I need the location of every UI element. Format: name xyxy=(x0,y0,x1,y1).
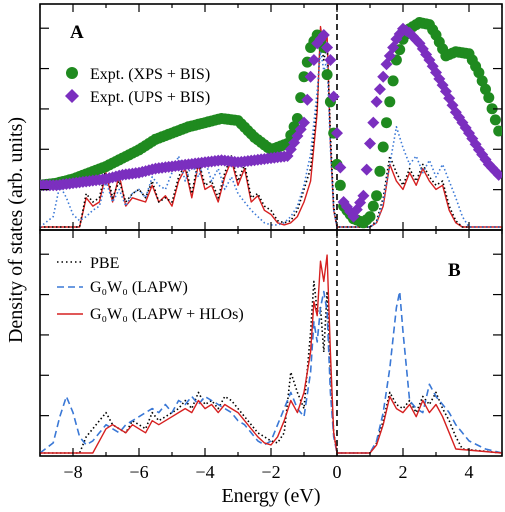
data-point-0-1 xyxy=(334,161,347,174)
x-tick-label: −8 xyxy=(63,462,82,482)
data-point-0-0 xyxy=(321,69,333,81)
data-point-0-0 xyxy=(480,83,491,95)
data-point-0-1 xyxy=(331,127,343,140)
data-point-0-1 xyxy=(324,54,337,67)
data-point-0-0 xyxy=(298,71,310,83)
data-point-0-0 xyxy=(364,211,376,223)
x-tick-label: −4 xyxy=(195,462,214,482)
series-line-0-4 xyxy=(40,48,502,228)
data-point-0-0 xyxy=(371,190,383,202)
data-point-0-1 xyxy=(301,93,314,106)
panel-b-label: B xyxy=(448,260,461,281)
data-point-0-1 xyxy=(321,41,334,54)
data-point-0-1 xyxy=(364,137,376,150)
data-point-0-1 xyxy=(317,28,330,41)
x-tick-label: −6 xyxy=(129,462,148,482)
data-point-0-0 xyxy=(334,179,346,191)
data-point-0-1 xyxy=(360,163,373,176)
x-axis-label: Energy (eV) xyxy=(221,485,320,507)
data-point-0-0 xyxy=(374,165,386,177)
x-tick-label: −2 xyxy=(261,462,280,482)
series-line-1-1 xyxy=(40,290,502,454)
x-tick-label: 2 xyxy=(399,462,408,482)
x-axis-ticks: −8 −6 −4 −2 0 2 4 xyxy=(63,462,473,482)
legend-label-g0w0-lapw: G₀W₀ (LAPW) xyxy=(90,279,188,296)
data-point-0-0 xyxy=(486,103,498,115)
data-point-0-0 xyxy=(381,117,392,129)
data-point-0-0 xyxy=(476,75,488,87)
data-point-0-0 xyxy=(377,141,389,153)
data-point-0-0 xyxy=(384,96,396,108)
legend-label-pbe: PBE xyxy=(90,255,119,272)
panel-a: A Expt. (XPS + BIS) Expt. (UPS + BIS) xyxy=(39,3,503,231)
panel-a-legend: Expt. (XPS + BIS) Expt. (UPS + BIS) xyxy=(65,66,210,106)
series-line-1-2 xyxy=(40,254,502,454)
data-point-0-0 xyxy=(489,114,501,126)
legend-marker-xps xyxy=(66,67,78,79)
data-point-0-1 xyxy=(373,83,386,96)
x-tick-label: 4 xyxy=(465,462,474,482)
y-axis-label: Density of states (arb. units) xyxy=(5,117,27,343)
data-point-0-0 xyxy=(387,75,399,87)
data-point-0-0 xyxy=(493,125,502,137)
x-tick-label: 0 xyxy=(333,462,342,482)
data-point-0-1 xyxy=(307,54,320,67)
data-point-0-1 xyxy=(492,168,502,181)
data-point-0-1 xyxy=(367,116,380,129)
series-line-0-3 xyxy=(40,38,502,228)
data-point-0-1 xyxy=(357,189,370,202)
data-point-0-1 xyxy=(298,116,310,129)
panel-a-label: A xyxy=(70,22,84,43)
legend-marker-ups xyxy=(65,89,79,103)
data-point-0-1 xyxy=(304,70,317,83)
data-point-0-1 xyxy=(377,70,390,83)
legend-label-g0w0-hlos: G₀W₀ (LAPW + HLOs) xyxy=(90,306,244,323)
data-point-0-1 xyxy=(370,95,383,108)
series-line-0-2 xyxy=(40,25,502,228)
data-point-0-0 xyxy=(473,67,485,79)
data-point-0-0 xyxy=(483,92,495,104)
data-point-0-0 xyxy=(367,200,379,212)
legend-label-xps: Expt. (XPS + BIS) xyxy=(90,66,210,83)
data-point-0-1 xyxy=(327,90,340,103)
panel-b-legend: PBE G₀W₀ (LAPW) G₀W₀ (LAPW + HLOs) xyxy=(57,255,244,323)
legend-label-ups: Expt. (UPS + BIS) xyxy=(90,89,210,106)
panel-b: B PBE G₀W₀ (LAPW) G₀W₀ (LAPW + HLOs) xyxy=(39,229,503,457)
